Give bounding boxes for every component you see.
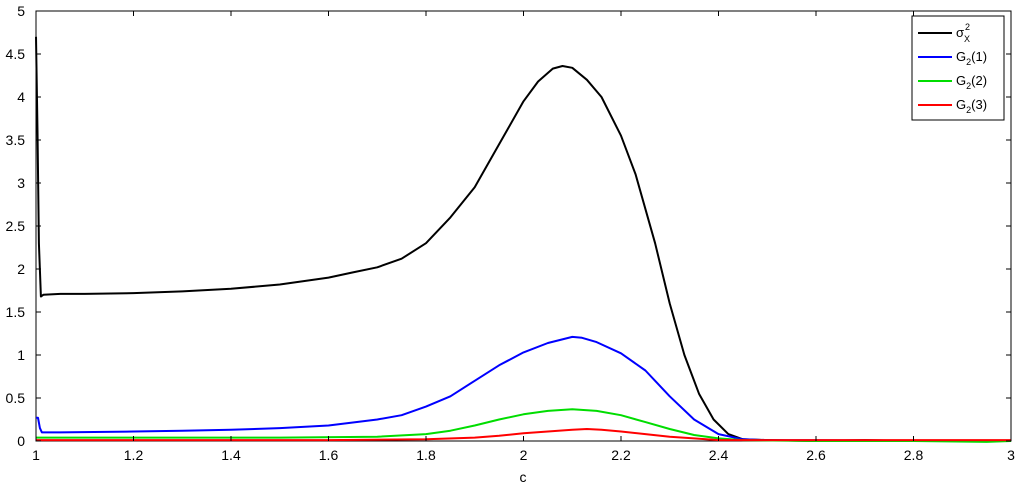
y-tick-label: 5 — [17, 3, 25, 19]
series-line-4 — [36, 428, 1011, 442]
x-tick-label: 1 — [32, 447, 40, 463]
x-tick-label: 2.2 — [611, 447, 631, 463]
x-tick-label: 2.4 — [709, 447, 729, 463]
y-tick-label: 0 — [17, 433, 25, 449]
x-tick-label: 2.6 — [806, 447, 826, 463]
plot-area — [35, 10, 1012, 443]
x-tick-label: 1.4 — [221, 447, 241, 463]
y-tick-label: 4.5 — [6, 46, 26, 62]
y-tick-label: 1 — [17, 347, 25, 363]
y-tick-label: 3.5 — [6, 132, 26, 148]
legend: σ2 X G2(1) G2(2) G2(3) — [911, 15, 1005, 121]
legend-label-1: σ2 X — [956, 22, 970, 44]
x-tick-label: 1.8 — [416, 447, 436, 463]
x-tick-label: 3 — [1007, 447, 1015, 463]
x-tick-label: 2.8 — [904, 447, 924, 463]
x-tick-label: 1.2 — [124, 447, 144, 463]
legend-label-2: G2(1) — [956, 49, 987, 67]
y-tick-label: 3 — [17, 175, 25, 191]
y-tick-label: 4 — [17, 89, 25, 105]
y-tick-label: 2 — [17, 261, 25, 277]
series-line-1 — [35, 36, 1011, 442]
series-line-2 — [36, 335, 1012, 442]
y-tick-label: 2.5 — [6, 218, 26, 234]
x-tick-label: 2 — [520, 447, 528, 463]
x-tick-label: 1.6 — [319, 447, 339, 463]
y-tick-label: 0.5 — [6, 390, 26, 406]
x-axis-label: c — [520, 469, 527, 485]
y-axis-ticks: 0 0.5 1 1.5 2 2.5 3 3.5 4 4.5 5 — [6, 3, 1011, 449]
x-axis-ticks: 1 1.2 1.4 1.6 1.8 2 2.2 2.4 2.6 2.8 3 — [32, 11, 1015, 463]
legend-label-3: G2(2) — [956, 73, 987, 91]
legend-label-4: G2(3) — [956, 97, 987, 115]
plot-frame — [35, 10, 1012, 442]
y-tick-label: 1.5 — [6, 304, 26, 320]
